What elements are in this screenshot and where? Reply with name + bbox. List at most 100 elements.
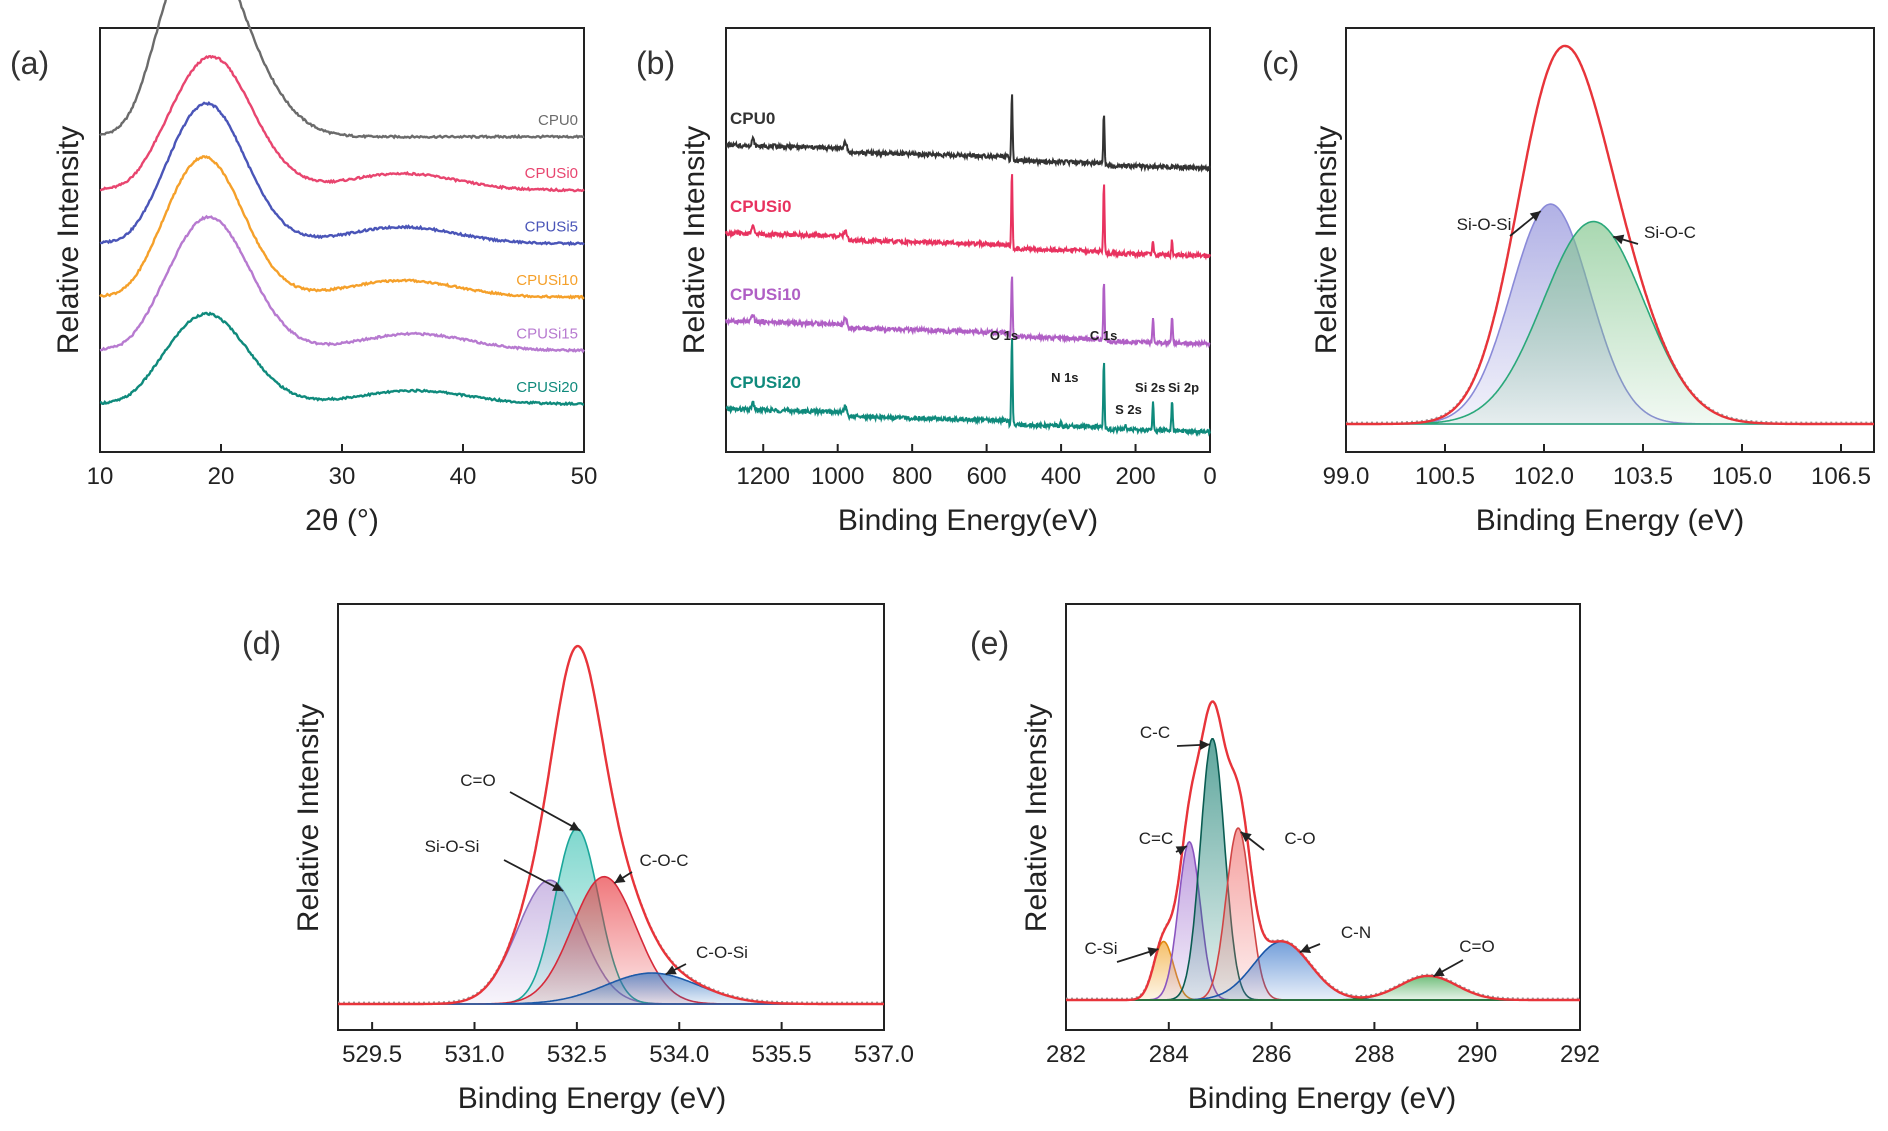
panel-c-x-tick-label: 103.5 <box>1613 463 1673 490</box>
panel-d-x-tick-label: 531.0 <box>444 1041 504 1068</box>
survey-curve-cpusi20 <box>725 338 1211 438</box>
panel-c-envelope-fit <box>1346 44 1874 426</box>
panel-e-plot: C-Si C=C C-C C-O C-N C=O <box>1066 700 1580 1002</box>
panel-c-x-tick-label: 102.0 <box>1514 463 1574 490</box>
panel-c-x-tick-label: 106.5 <box>1811 463 1871 490</box>
panel-e-component-c-n <box>1066 940 1580 1001</box>
xrd-label-cpusi5: CPUSi5 <box>525 219 578 236</box>
xrd-label-cpusi15: CPUSi15 <box>516 326 578 343</box>
panel-a-x-tick-label: 30 <box>329 463 356 490</box>
panel-d-x-label: Binding Energy (eV) <box>458 1082 726 1115</box>
panel-a-letter: (a) <box>10 45 49 81</box>
panel-d-arrow-c-o <box>509 791 581 832</box>
panel-a-series-labels: CPU0 CPUSi0 CPUSi5 CPUSi10 CPUSi15 CPUSi20 <box>516 112 578 396</box>
panel-c-x-tick-label: 100.5 <box>1415 463 1475 490</box>
survey-curve-cpusi0 <box>725 174 1211 261</box>
panel-d-frame <box>337 603 885 1031</box>
panel-b-frame <box>725 27 1211 453</box>
peak-label-s-2s: S 2s <box>1115 402 1142 417</box>
panel-b-y-label: Relative Intensity <box>678 126 711 354</box>
peak-label-n-1s: N 1s <box>1051 370 1078 385</box>
peak-label-c-1s: C 1s <box>1090 328 1117 343</box>
panel-d-x-tick-label: 537.0 <box>854 1041 914 1068</box>
panel-c-arrowhead-si-o-si <box>1529 211 1541 222</box>
panel-a-x-tick-label: 20 <box>208 463 235 490</box>
panel-e-component-c-c <box>1066 840 1580 1001</box>
panel-e-arrowhead-c-c <box>1175 846 1187 856</box>
survey-label-cpusi20: CPUSi20 <box>730 373 801 392</box>
peak-label-si-2s: Si 2s <box>1135 380 1165 395</box>
panel-e-component-c-o <box>1066 827 1580 1001</box>
panel-d-arrowhead-c-o-si <box>665 965 677 975</box>
panel-d-letter: (d) <box>242 625 281 661</box>
panel-c-letter: (c) <box>1262 45 1299 81</box>
panel-d-x-ticks: 529.5 531.0 532.5 534.0 535.5 537.0 <box>342 1022 914 1068</box>
panel-d-label-c-o-c: C-O-C <box>639 851 688 870</box>
panel-e-label-c-c: C=C <box>1139 829 1173 848</box>
survey-label-cpusi0: CPUSi0 <box>730 197 791 216</box>
panel-e-x-tick-label: 286 <box>1252 1041 1292 1068</box>
survey-curve-cpu0 <box>725 94 1211 173</box>
panel-c-x-tick-label: 99.0 <box>1323 463 1370 490</box>
panel-e-label-c-si: C-Si <box>1084 939 1117 958</box>
panel-d-x-tick-label: 534.0 <box>649 1041 709 1068</box>
panel-d-label-c-o-si: C-O-Si <box>696 943 748 962</box>
xrd-label-cpusi0: CPUSi0 <box>525 165 578 182</box>
xrd-curve-cpusi0 <box>99 54 585 193</box>
panel-a-xrd: (a) CPU0 CPUSi0 CPUSi5 CPUSi10 CPUSi15 CPUSi2… <box>10 0 597 537</box>
panel-d-x-tick-label: 535.5 <box>752 1041 812 1068</box>
xrd-label-cpu0: CPU0 <box>538 112 578 129</box>
survey-label-cpusi10: CPUSi10 <box>730 285 801 304</box>
panel-e-x-tick-label: 284 <box>1149 1041 1189 1068</box>
panel-d-arrowhead-si-o-si <box>552 881 564 892</box>
panel-b-x-tick-label: 800 <box>892 463 932 490</box>
panel-e-label-c-c: C-C <box>1140 723 1170 742</box>
panel-e-x-tick-label: 290 <box>1457 1041 1497 1068</box>
panel-c-x-tick-label: 105.0 <box>1712 463 1772 490</box>
panel-d-o1s: (d) Si-O-Si C=O C-O-C C-O-Si 529.5 531.0 532.… <box>242 603 914 1115</box>
panel-b-x-ticks: 1200 1000 800 600 400 200 0 <box>737 444 1217 490</box>
xrd-curve-cpusi10 <box>99 155 585 300</box>
panel-e-arrowhead-c-o <box>1240 831 1252 842</box>
panel-e-x-tick-label: 292 <box>1560 1041 1600 1068</box>
panel-c-y-label: Relative Intensity <box>1310 126 1343 354</box>
panel-c-x-ticks: 99.0 100.5 102.0 103.5 105.0 106.5 <box>1323 444 1871 490</box>
panel-d-arrowhead-c-o <box>569 821 581 831</box>
panel-d-arrow-si-o-si <box>503 859 564 892</box>
panel-d-label-si-o-si: Si-O-Si <box>425 837 480 856</box>
panel-a-x-tick-label: 10 <box>87 463 114 490</box>
panel-c-label-si-o-c: Si-O-C <box>1644 223 1696 242</box>
panel-b-x-tick-label: 0 <box>1203 463 1216 490</box>
panel-e-arrowhead-c-o <box>1433 967 1445 977</box>
xrd-label-cpusi10: CPUSi10 <box>516 272 578 289</box>
panel-d-y-label: Relative Intensity <box>292 704 325 932</box>
panel-b-peak-labels: O 1s C 1s N 1s Si 2s S 2s Si 2p <box>990 328 1199 417</box>
panel-d-arrowhead-c-o-c <box>614 873 626 884</box>
panel-e-x-label: Binding Energy (eV) <box>1188 1082 1456 1115</box>
panel-e-x-tick-label: 282 <box>1046 1041 1086 1068</box>
panel-b-series <box>725 94 1211 438</box>
panel-e-envelope-fit <box>1066 700 1580 1002</box>
survey-label-cpu0: CPU0 <box>730 109 775 128</box>
panel-e-label-c-o: C=O <box>1459 937 1494 956</box>
panel-e-frame <box>1065 603 1581 1031</box>
panel-c-si2p: (c) Si-O-Si Si-O-C 99.0 100.5 102.0 103.5 105… <box>1262 27 1875 537</box>
xrd-curve-cpusi20 <box>99 311 585 407</box>
panel-d-plot: Si-O-Si C=O C-O-C C-O-Si <box>338 644 884 1006</box>
panel-d-x-tick-label: 529.5 <box>342 1041 402 1068</box>
panel-e-arrowhead-c-si <box>1147 947 1159 957</box>
peak-label-o-1s: O 1s <box>990 328 1018 343</box>
xrd-label-cpusi20: CPUSi20 <box>516 379 578 396</box>
panel-a-y-label: Relative Intensity <box>52 126 85 354</box>
xrd-curve-cpu0 <box>99 0 585 140</box>
panel-e-label-c-o: C-O <box>1284 829 1315 848</box>
panel-e-letter: (e) <box>970 625 1009 661</box>
panel-a-x-tick-label: 40 <box>450 463 477 490</box>
panel-e-x-ticks: 282 284 286 288 290 292 <box>1046 1022 1600 1068</box>
panel-b-letter: (b) <box>636 45 675 81</box>
panel-c-label-si-o-si: Si-O-Si <box>1457 215 1512 234</box>
panel-b-x-tick-label: 600 <box>967 463 1007 490</box>
panel-c-plot: Si-O-Si Si-O-C <box>1346 44 1874 426</box>
panel-e-x-tick-label: 288 <box>1354 1041 1394 1068</box>
